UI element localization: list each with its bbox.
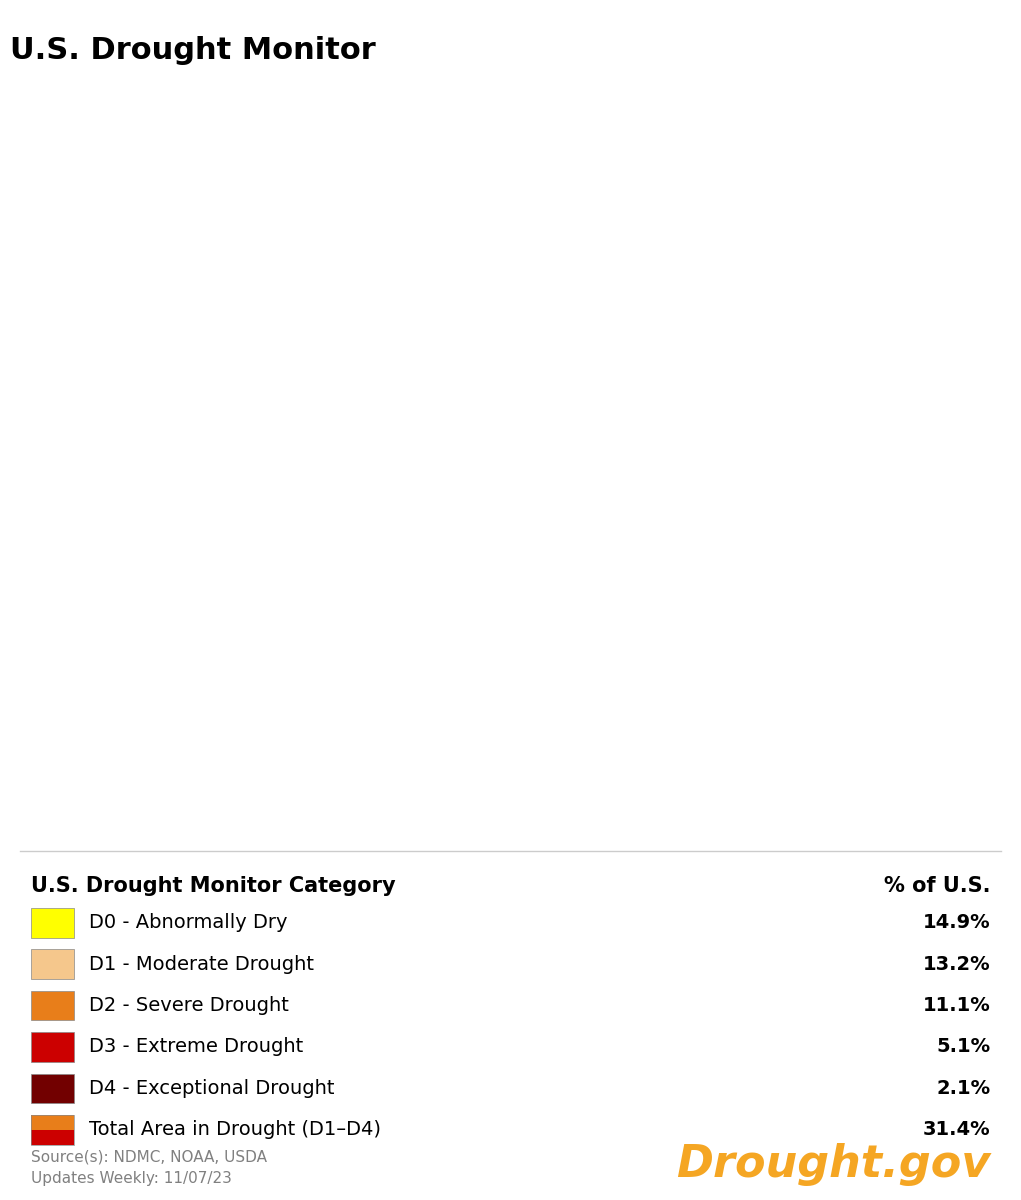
Bar bbox=[31, 1115, 74, 1145]
Text: 13.2%: 13.2% bbox=[923, 955, 990, 973]
Text: D1 - Moderate Drought: D1 - Moderate Drought bbox=[89, 955, 313, 973]
Text: Source(s): NDMC, NOAA, USDA
Updates Weekly: 11/07/23: Source(s): NDMC, NOAA, USDA Updates Week… bbox=[31, 1150, 266, 1186]
Bar bbox=[31, 1130, 74, 1145]
Text: U.S. Drought Monitor Category: U.S. Drought Monitor Category bbox=[31, 876, 395, 896]
Bar bbox=[31, 991, 74, 1020]
Text: Total Area in Drought (D1–D4): Total Area in Drought (D1–D4) bbox=[89, 1121, 381, 1139]
Text: % of U.S.: % of U.S. bbox=[884, 876, 990, 896]
Bar bbox=[31, 908, 74, 937]
Bar bbox=[31, 1032, 74, 1062]
Text: D3 - Extreme Drought: D3 - Extreme Drought bbox=[89, 1038, 303, 1056]
Text: D4 - Exceptional Drought: D4 - Exceptional Drought bbox=[89, 1079, 334, 1098]
Bar bbox=[31, 949, 74, 979]
Text: U.S. Drought Monitor: U.S. Drought Monitor bbox=[10, 36, 376, 65]
Bar bbox=[31, 1074, 74, 1103]
Text: 14.9%: 14.9% bbox=[923, 913, 990, 932]
Text: Drought.gov: Drought.gov bbox=[676, 1142, 990, 1186]
Bar bbox=[31, 1115, 74, 1130]
Text: 31.4%: 31.4% bbox=[923, 1121, 990, 1139]
Text: D0 - Abnormally Dry: D0 - Abnormally Dry bbox=[89, 913, 287, 932]
Text: D2 - Severe Drought: D2 - Severe Drought bbox=[89, 996, 289, 1015]
Text: 2.1%: 2.1% bbox=[936, 1079, 990, 1098]
Text: 11.1%: 11.1% bbox=[923, 996, 990, 1015]
Text: 5.1%: 5.1% bbox=[936, 1038, 990, 1056]
